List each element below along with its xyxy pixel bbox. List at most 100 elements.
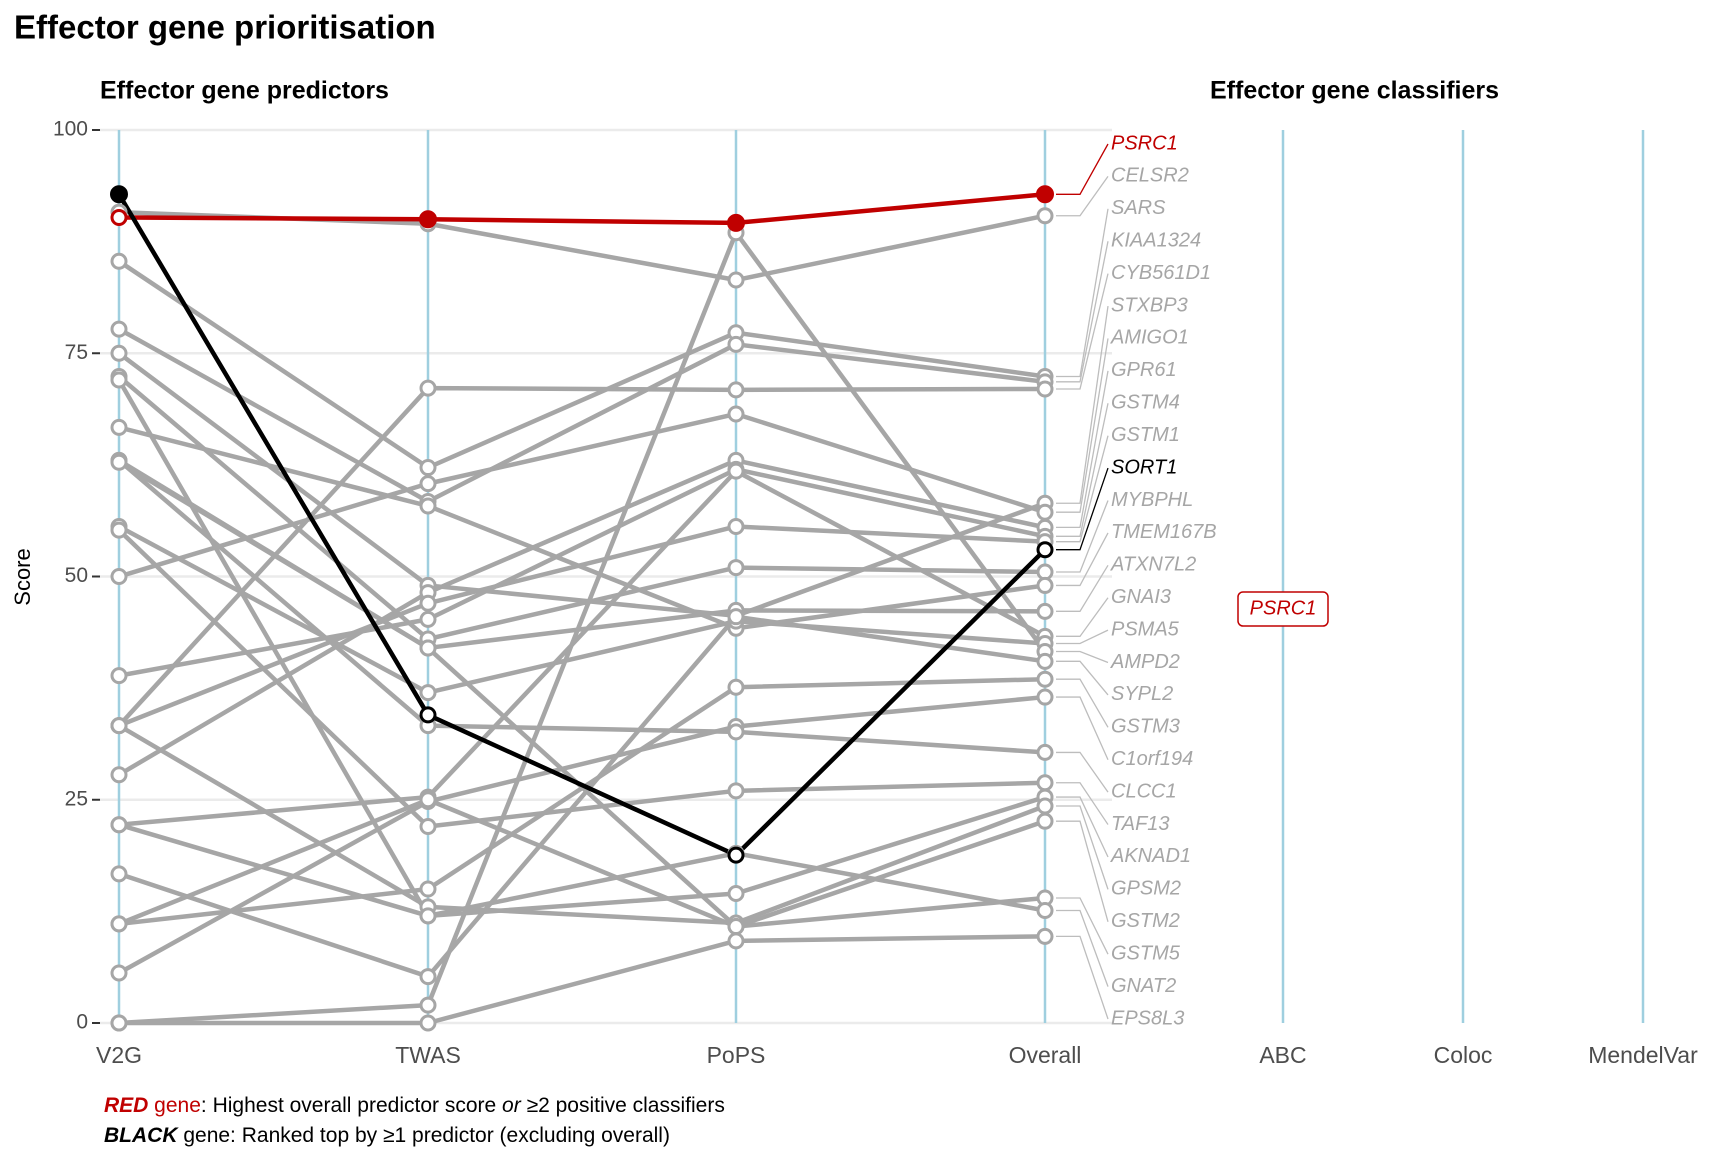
note-part: RED [104,1094,148,1117]
gene-line [118,524,1046,728]
gene-point [419,907,437,925]
gene-point [110,344,128,362]
note: RED gene: Highest overall predictor scor… [104,1094,725,1117]
gene-point [419,1014,437,1032]
x-tick-label: Overall [1009,1042,1082,1068]
label-connector [1056,650,1109,664]
gene-label: GSTM3 [1111,716,1180,738]
gene-point [419,968,437,986]
gene-line [117,723,1046,926]
label-connector [1056,805,1109,890]
classifier-gene: PSRC1 [1250,597,1317,619]
gene-line [118,797,1046,929]
gene-point [110,717,128,735]
note-part: gene: Ranked top by ≥1 predictor (exclud… [178,1124,670,1147]
gene-point [727,932,745,950]
label-connector [1056,370,1109,529]
gene-point [110,1014,128,1032]
gene-point [110,209,128,227]
gene-point [1036,576,1054,594]
label-connector [1056,751,1109,793]
note-part: BLACK [104,1124,179,1147]
gene-label: GSTM1 [1111,424,1180,446]
classifier-box [1237,591,1329,627]
gene-point [1036,927,1054,945]
classifier-label: Coloc [1434,1042,1493,1068]
gene-label: GPR61 [1111,359,1177,381]
gene-line [117,528,1046,829]
label-connector [1056,403,1109,537]
gene-line [118,614,1046,979]
classifier-label: MendelVar [1588,1042,1698,1068]
gene-label: CELSR2 [1111,165,1189,187]
y-tick-label: 50 [65,564,88,587]
gene-line [118,468,1047,827]
gene-point [727,335,745,353]
gene-point [110,915,128,933]
gene-point [419,210,437,229]
label-connector [1056,897,1109,955]
gene-label: GSTM2 [1111,910,1180,932]
label-connector [1056,435,1109,543]
gene-point [419,996,437,1014]
y-tick-label: 0 [76,1011,88,1034]
gene-point [727,608,745,626]
gene-point [1036,380,1054,398]
gene-line [118,676,1046,927]
gene-point [727,559,745,577]
label-connector [1056,909,1109,987]
gene-point [419,594,437,612]
gene-point [1036,503,1054,521]
gene-line [117,374,1046,642]
label-connector [1056,629,1109,645]
subtitle: Effector gene predictors [100,77,389,105]
gene-point [1036,207,1054,225]
gene-line [117,327,1046,504]
gene-label: PSRC1 [1111,132,1178,154]
gene-point [1036,652,1054,670]
gene-point [110,816,128,834]
y-tick-label: 75 [65,341,88,364]
gene-point [727,517,745,535]
label-connector [1056,500,1109,573]
gene-line [117,694,1046,975]
gene-point [727,381,745,399]
gene-point [1036,541,1054,559]
classifier-label: ABC [1259,1042,1306,1068]
label-connector [1056,820,1109,922]
gene-label: EPS8L3 [1111,1007,1184,1029]
gene-point [419,706,437,724]
gene-line [118,411,1046,579]
note-part: : Highest overall predictor score [201,1094,502,1117]
gene-label: AMIGO1 [1110,327,1189,349]
gene-point [727,782,745,800]
x-tick-label: PoPS [707,1042,766,1068]
label-connector [1056,305,1109,504]
gene-point [419,379,437,397]
gene-point [110,320,128,338]
x-tick-label: V2G [96,1042,142,1068]
gene-point [110,371,128,389]
label-connector [1056,678,1109,728]
note: BLACK gene: Ranked top by ≥1 predictor (… [104,1124,670,1147]
gene-point [727,846,745,864]
gene-label: C1orf194 [1111,748,1193,770]
gene-point [727,271,745,289]
label-connector [1056,143,1109,195]
gene-point [419,475,437,493]
gene-point [1036,774,1054,792]
gene-point [727,723,745,741]
x-tick-label: TWAS [395,1042,461,1068]
gene-point [110,521,128,539]
gene-label: AMPD2 [1110,651,1180,673]
gene-label: KIAA1324 [1111,230,1201,252]
gene-point [110,418,128,436]
gene-point [1036,812,1054,830]
gene-point [419,818,437,836]
gene-point [419,459,437,477]
label-connector [1056,564,1109,612]
label-connector [1056,696,1109,761]
gene-point [1036,743,1054,761]
gene-point [110,185,128,204]
note-part: ≥2 positive classifiers [521,1094,725,1117]
